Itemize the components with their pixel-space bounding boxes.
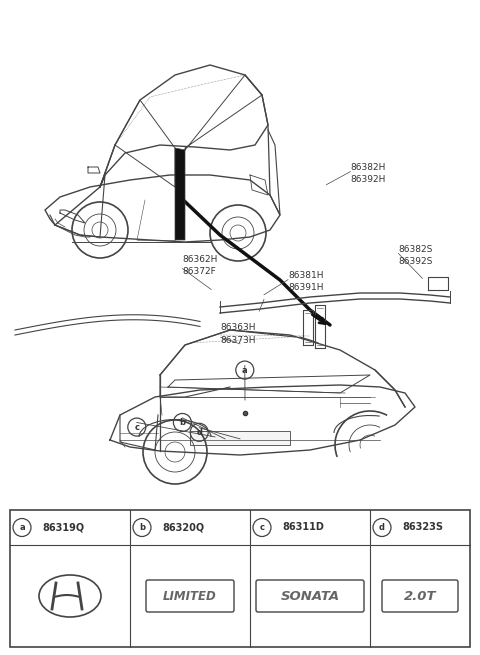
FancyBboxPatch shape: [382, 580, 458, 612]
Text: a: a: [242, 365, 248, 375]
Text: 86363H
86373H: 86363H 86373H: [221, 324, 256, 345]
Text: c: c: [260, 523, 264, 532]
Text: 86382S
86392S: 86382S 86392S: [398, 245, 433, 266]
Text: 86311D: 86311D: [282, 523, 324, 533]
Text: b: b: [139, 523, 145, 532]
Text: d: d: [379, 523, 385, 532]
Text: SONATA: SONATA: [280, 590, 339, 603]
Text: 86323S: 86323S: [402, 523, 443, 533]
Text: d: d: [196, 428, 202, 437]
Text: 86319Q: 86319Q: [42, 523, 84, 533]
Text: 86382H
86392H: 86382H 86392H: [350, 163, 386, 184]
Text: a: a: [19, 523, 25, 532]
Text: 86320Q: 86320Q: [162, 523, 204, 533]
Text: LIMITED: LIMITED: [163, 590, 217, 603]
Text: 86362H
86372F: 86362H 86372F: [182, 255, 218, 276]
Polygon shape: [175, 148, 185, 240]
Text: b: b: [180, 418, 185, 427]
Text: 2.0T: 2.0T: [404, 590, 436, 603]
FancyBboxPatch shape: [146, 580, 234, 612]
FancyBboxPatch shape: [256, 580, 364, 612]
Text: 86381H
86391H: 86381H 86391H: [288, 271, 324, 292]
FancyBboxPatch shape: [190, 431, 290, 445]
FancyBboxPatch shape: [10, 510, 470, 647]
Text: c: c: [134, 422, 139, 432]
